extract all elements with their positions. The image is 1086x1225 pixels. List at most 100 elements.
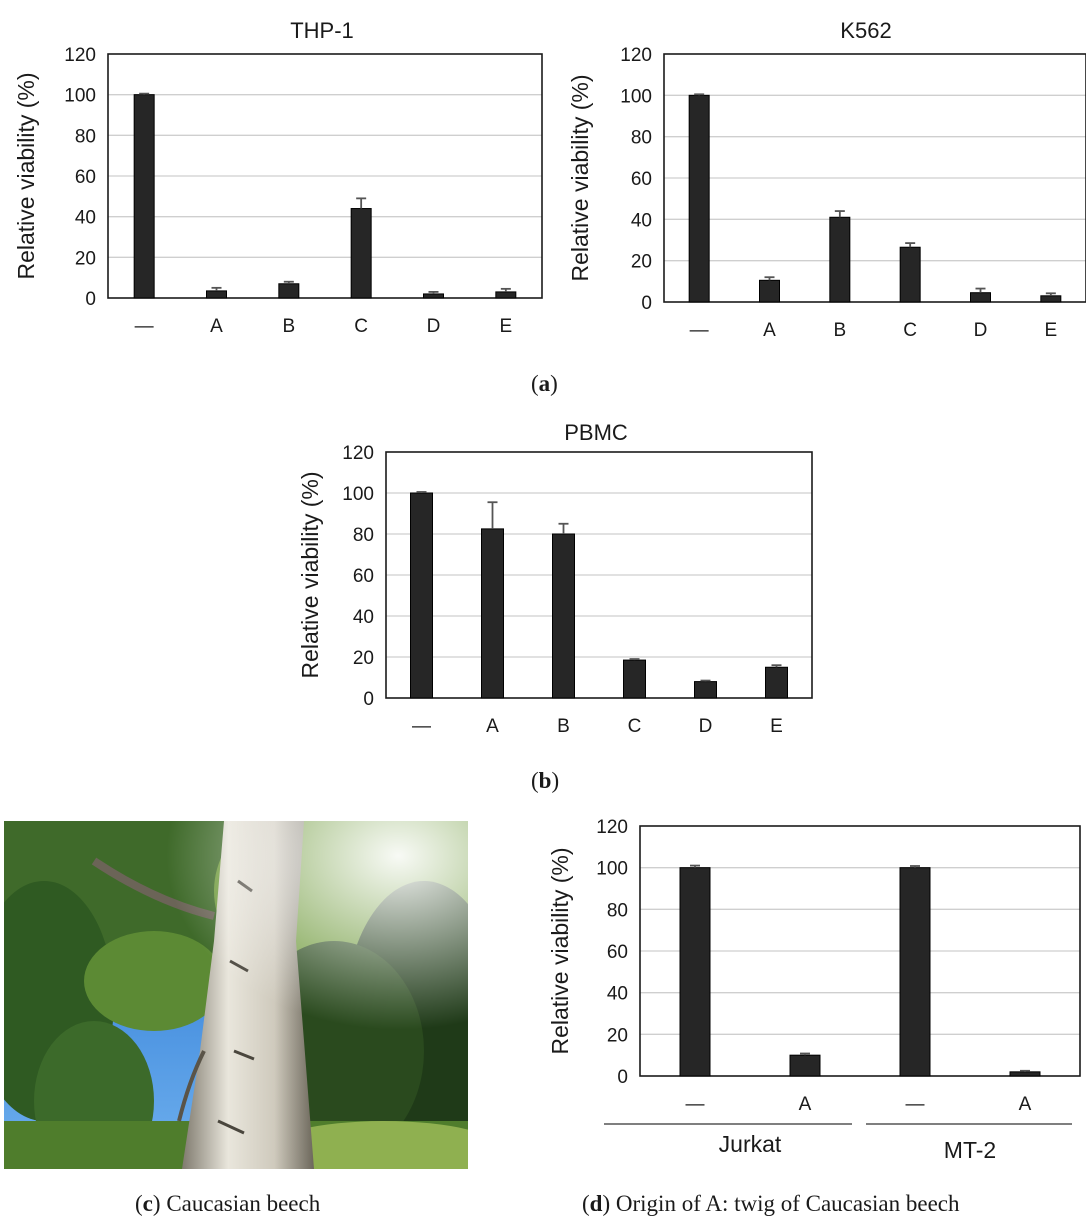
- x-category-label: —: [906, 1094, 925, 1115]
- y-tick-label: 120: [596, 817, 628, 838]
- caption-c-text: Caucasian beech: [166, 1191, 321, 1216]
- y-tick-label: 20: [353, 648, 374, 669]
- bar: [495, 291, 517, 299]
- y-tick-label: 40: [75, 208, 96, 229]
- chart-k562: 0 20 40 60 80 100 120 — A B C D E K562 Relative viabil…: [567, 18, 1086, 341]
- y-tick-label: 40: [353, 607, 374, 628]
- y-tick-label: 20: [631, 252, 652, 273]
- chart-title: PBMC: [564, 420, 628, 445]
- y-tick-label: 100: [342, 484, 374, 505]
- y-axis-title: Relative viability (%): [13, 72, 39, 279]
- x-category-label: D: [427, 316, 441, 337]
- x-category-label: E: [499, 316, 512, 337]
- x-category-label: —: [686, 1094, 705, 1115]
- chart-title: THP-1: [290, 18, 354, 43]
- y-tick-label: 40: [607, 984, 628, 1005]
- y-tick-label: 120: [64, 45, 96, 66]
- y-tick-label: 60: [631, 169, 652, 190]
- x-category-label: B: [557, 716, 570, 737]
- bar: [410, 492, 433, 699]
- bar: [899, 246, 921, 303]
- caption-a: (a): [531, 371, 558, 396]
- chart-pbmc: 0 20 40 60 80 100 120 — A B C D E PBMC Relative viabil…: [297, 420, 813, 737]
- y-tick-label: 0: [641, 293, 652, 314]
- bar: [679, 867, 711, 1077]
- y-tick-label: 80: [631, 128, 652, 149]
- bar: [688, 94, 710, 303]
- x-category-label: A: [799, 1094, 812, 1115]
- bar: [133, 94, 155, 299]
- bar: [899, 867, 931, 1077]
- caption-d-text: Origin of A: twig of Caucasian beech: [615, 1191, 960, 1216]
- chart-thp1: 0 20 40 60 80 100 120 — A B C D E THP-1 Relative viabi…: [13, 18, 543, 337]
- y-tick-label: 20: [75, 248, 96, 269]
- chart-title: K562: [840, 18, 891, 43]
- y-tick-label: 60: [353, 566, 374, 587]
- panel-label-c: c: [142, 1191, 153, 1216]
- plot-area-frame: [385, 451, 813, 699]
- y-tick-label: 120: [620, 45, 652, 66]
- bar: [206, 290, 227, 299]
- x-category-label: D: [974, 320, 988, 341]
- bar: [765, 666, 788, 699]
- y-tick-label: 80: [75, 126, 96, 147]
- y-tick-label: 80: [607, 900, 628, 921]
- bar: [829, 216, 851, 303]
- x-category-label: A: [210, 316, 223, 337]
- beech-tree-image: [4, 821, 468, 1169]
- x-category-label: —: [135, 316, 154, 337]
- x-category-label: E: [770, 716, 783, 737]
- x-category-label: A: [1019, 1094, 1032, 1115]
- y-tick-label: 100: [596, 859, 628, 880]
- x-category-label: C: [628, 716, 642, 737]
- bar: [970, 292, 991, 303]
- plot-area-frame: [663, 53, 1086, 303]
- y-axis-title: Relative viability (%): [297, 471, 323, 678]
- plot-area-frame: [639, 825, 1081, 1077]
- x-category-label: E: [1044, 320, 1057, 341]
- y-tick-label: 0: [617, 1067, 628, 1088]
- bar: [278, 283, 300, 299]
- x-category-label: D: [699, 716, 713, 737]
- x-category-label: B: [282, 316, 295, 337]
- x-category-label: —: [412, 716, 431, 737]
- caption-c: (c) Caucasian beech: [135, 1191, 321, 1216]
- y-tick-label: 80: [353, 525, 374, 546]
- y-tick-label: 20: [607, 1025, 628, 1046]
- bar: [789, 1054, 821, 1077]
- x-category-label: —: [690, 320, 709, 341]
- plot-area-frame: [107, 53, 543, 299]
- bar: [623, 659, 646, 699]
- y-tick-label: 100: [620, 86, 652, 107]
- chart-jurkat-mt2: 0 20 40 60 80 100 120 — A — A Relative viability (%…: [547, 817, 1081, 1163]
- y-tick-label: 0: [363, 689, 374, 710]
- bar: [481, 528, 504, 699]
- caption-b: (b): [531, 768, 560, 793]
- bar: [552, 533, 575, 699]
- bar: [350, 208, 372, 299]
- y-tick-label: 40: [631, 210, 652, 231]
- x-category-label: A: [486, 716, 499, 737]
- caption-d: (d) Origin of A: twig of Caucasian beech: [582, 1191, 960, 1216]
- bar: [694, 681, 717, 699]
- y-tick-label: 120: [342, 443, 374, 464]
- x-category-label: C: [354, 316, 368, 337]
- bar: [423, 293, 444, 299]
- group-label: MT-2: [944, 1137, 996, 1163]
- y-tick-label: 60: [75, 167, 96, 188]
- bar: [1040, 295, 1062, 303]
- bar: [759, 279, 780, 303]
- panel-label-a: a: [538, 371, 551, 396]
- x-category-label: C: [903, 320, 917, 341]
- y-axis-title: Relative viability (%): [567, 74, 593, 281]
- group-label: Jurkat: [719, 1131, 782, 1157]
- bar: [1009, 1071, 1041, 1077]
- panel-label-d: d: [589, 1191, 603, 1216]
- y-tick-label: 60: [607, 942, 628, 963]
- caucasian-beech-photo: [4, 821, 468, 1169]
- y-tick-label: 100: [64, 86, 96, 107]
- y-tick-label: 0: [85, 289, 96, 310]
- x-category-label: A: [763, 320, 776, 341]
- panel-label-b: b: [538, 768, 552, 793]
